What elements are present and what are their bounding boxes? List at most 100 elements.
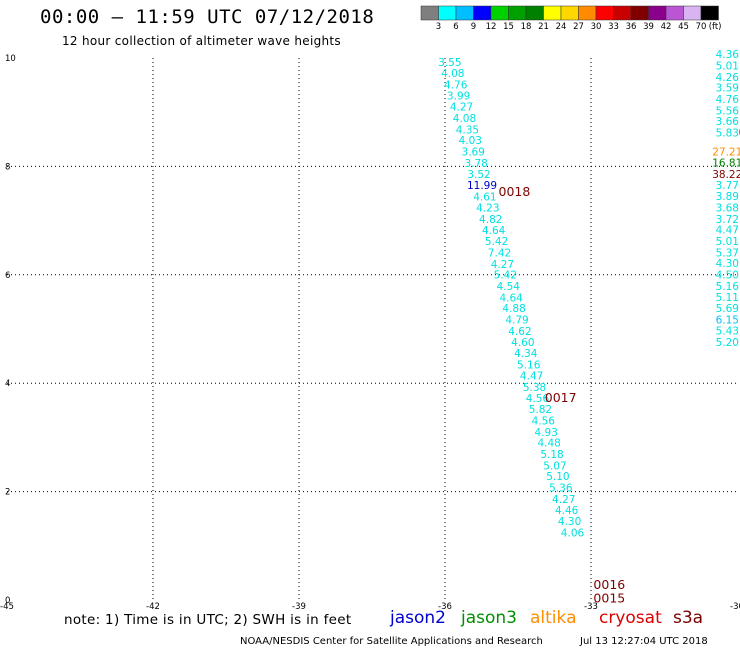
wave-height-label: 4.50 [716, 270, 739, 282]
legend-tick-label: 33 [608, 22, 619, 32]
wave-height-label: 4.08 [441, 68, 464, 80]
legend-tick-label: 36 [626, 22, 637, 32]
wave-height-label: 3.77 [716, 180, 739, 192]
wave-height-label: 4.76 [716, 94, 740, 106]
legend-tick-label: 18 [521, 22, 532, 32]
legend-tick-label: 24 [556, 22, 567, 32]
wave-height-label: 5.01 [716, 60, 739, 72]
wave-height-label: 5.10 [546, 471, 569, 483]
wave-height-label: 4.88 [502, 303, 525, 315]
legend-unit-label: (ft) [709, 22, 722, 32]
y-tick-label: 4 [5, 379, 10, 389]
wave-height-label: 5.18 [540, 449, 563, 461]
wave-height-label: 4.30 [558, 516, 581, 528]
wave-height-label: 5.38 [523, 382, 546, 394]
wave-height-label: 6.15 [716, 315, 739, 327]
wave-height-label: 4.47 [520, 370, 543, 382]
legend-tick-label: 30 [591, 22, 602, 32]
track-time-label: 0 [738, 125, 740, 140]
wave-height-label: 4.06 [561, 528, 585, 540]
wave-height-label: 38.22 [712, 169, 740, 181]
wave-height-label: 3.69 [462, 147, 485, 159]
wave-height-label: 4.23 [476, 202, 499, 214]
wave-height-label: 5.01 [716, 236, 739, 248]
y-tick-label: 0 [5, 596, 10, 606]
y-tick-label: 2 [5, 488, 10, 498]
wave-height-label: 5.37 [716, 247, 739, 259]
wave-height-label: 5.83 [716, 128, 739, 140]
wave-height-label: 3.55 [438, 57, 461, 69]
wave-height-label: 5.43 [716, 325, 739, 337]
satellite-label-altika: altika [530, 608, 577, 628]
wave-height-label: 3.52 [467, 169, 490, 181]
wave-height-label: 4.60 [511, 337, 534, 349]
y-tick-label: 6 [5, 271, 10, 281]
wave-height-label: 4.47 [716, 225, 739, 237]
wave-height-label: 5.20 [716, 337, 739, 349]
wave-height-label: 4.30 [716, 258, 739, 270]
wave-height-label: 4.34 [514, 348, 538, 360]
track-time-label: 0017 [545, 390, 577, 405]
wave-height-label: 4.35 [456, 124, 479, 136]
wave-height-label: 5.07 [543, 460, 566, 472]
wave-height-label: 4.54 [497, 281, 521, 293]
wave-height-label: 4.76 [444, 79, 468, 91]
generated-timestamp: Jul 13 12:27:04 UTC 2018 [580, 636, 708, 647]
wave-height-label: 4.61 [473, 192, 496, 204]
wave-height-label: 4.27 [491, 259, 514, 271]
credit-footer: NOAA/NESDIS Center for Satellite Applica… [240, 636, 543, 647]
wave-height-label: 5.42 [485, 236, 508, 248]
x-tick-label: -33 [584, 602, 598, 610]
satellite-label-jason3: jason3 [461, 608, 517, 628]
legend-tick-label: 15 [503, 22, 514, 32]
wave-height-label: 3.78 [464, 158, 487, 170]
y-tick-label: 10 [5, 54, 16, 64]
legend-tick-label: 42 [661, 22, 672, 32]
legend-tick-label: 70 [696, 22, 707, 32]
wave-height-label: 4.27 [552, 494, 575, 506]
wave-height-label: 5.69 [716, 303, 739, 315]
wave-height-label: 4.27 [450, 102, 473, 114]
color-legend: 3 6 9 12 15 18 21 24 27 30 33 36 39 42 45 70 (ft) [420, 5, 722, 32]
plot-area: -45-42-39-36-33-3002468103.554.084.763.9… [0, 49, 740, 610]
legend-tick-label: 6 [453, 22, 458, 32]
wave-height-label: 7.42 [488, 247, 511, 259]
wave-height-label: 4.79 [505, 315, 528, 327]
wave-height-label: 5.36 [549, 483, 573, 495]
wave-height-label: 4.26 [716, 72, 740, 84]
legend-tick-label: 39 [643, 22, 654, 32]
wave-height-label: 27.21 [712, 147, 740, 159]
wave-height-label: 3.89 [716, 191, 739, 203]
wave-height-label: 4.48 [537, 438, 560, 450]
wave-height-label: 3.68 [716, 202, 739, 214]
legend-tick-label: 3 [436, 22, 441, 32]
track-time-label: 0018 [499, 184, 531, 199]
wave-height-label: 3.72 [716, 214, 739, 226]
wave-height-label: 5.56 [716, 105, 740, 117]
chart-subtitle: 12 hour collection of altimeter wave hei… [62, 34, 341, 48]
wave-height-label: 4.82 [479, 214, 502, 226]
wave-height-label: 3.99 [447, 91, 470, 103]
chart-title: 00:00 – 11:59 UTC 07/12/2018 [40, 6, 375, 28]
wave-height-label: 5.11 [716, 292, 739, 304]
wave-height-label: 5.16 [517, 360, 541, 372]
legend-tick-label: 21 [538, 22, 549, 32]
wave-height-label: 4.64 [499, 292, 523, 304]
legend-tick-label: 45 [678, 22, 689, 32]
wave-height-label: 3.66 [716, 116, 740, 128]
x-tick-label: -30 [730, 602, 740, 610]
track-time-label: 0016 [593, 577, 625, 592]
legend-tick-label: 12 [486, 22, 497, 32]
satellite-label-jason2: jason2 [390, 608, 446, 628]
wave-height-label: 11.99 [467, 180, 497, 192]
wave-height-label: 5.16 [716, 281, 740, 293]
track-time-label: 0015 [593, 591, 625, 606]
y-tick-label: 8 [5, 162, 10, 172]
satellite-label-s3a: s3a [673, 608, 704, 628]
legend-swatch [700, 5, 719, 21]
wave-height-label: 4.08 [453, 113, 476, 125]
wave-height-label: 4.46 [555, 505, 579, 517]
wave-height-label: 16.81 [712, 157, 740, 169]
legend-tick-label: 27 [573, 22, 584, 32]
wave-height-label: 5.82 [529, 404, 552, 416]
